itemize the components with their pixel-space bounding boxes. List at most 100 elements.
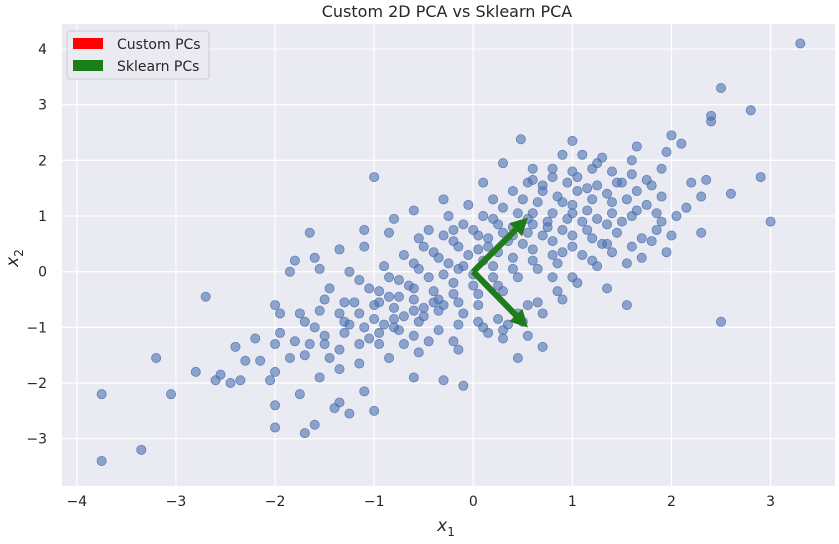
data-point bbox=[294, 308, 305, 319]
data-point bbox=[463, 249, 474, 260]
data-point bbox=[344, 408, 355, 419]
data-point bbox=[686, 177, 697, 188]
data-point bbox=[592, 213, 603, 224]
data-point bbox=[393, 275, 404, 286]
data-point bbox=[319, 294, 330, 305]
data-point bbox=[577, 216, 588, 227]
data-point bbox=[473, 288, 484, 299]
data-point bbox=[270, 366, 281, 377]
data-point bbox=[537, 230, 548, 241]
data-point bbox=[413, 233, 424, 244]
data-point bbox=[314, 263, 325, 274]
data-point bbox=[354, 275, 365, 286]
x-tick-label: −1 bbox=[364, 494, 385, 510]
data-point bbox=[96, 455, 107, 466]
data-point bbox=[270, 400, 281, 411]
data-point bbox=[284, 352, 295, 363]
data-point bbox=[478, 211, 489, 222]
data-point bbox=[443, 258, 454, 269]
data-point bbox=[512, 352, 523, 363]
data-point bbox=[270, 300, 281, 311]
data-point bbox=[284, 266, 295, 277]
data-point bbox=[515, 134, 526, 145]
data-point bbox=[641, 199, 652, 210]
data-point bbox=[716, 316, 727, 327]
data-point bbox=[671, 211, 682, 222]
data-point bbox=[537, 185, 548, 196]
data-point bbox=[552, 258, 563, 269]
y-axis-label-main: x bbox=[3, 256, 23, 268]
data-point bbox=[339, 316, 350, 327]
data-point bbox=[319, 339, 330, 350]
data-point bbox=[478, 322, 489, 333]
data-point bbox=[567, 230, 578, 241]
data-point bbox=[493, 314, 504, 325]
data-point bbox=[448, 288, 459, 299]
data-point bbox=[557, 294, 568, 305]
data-point bbox=[478, 177, 489, 188]
data-point bbox=[488, 194, 499, 205]
data-point bbox=[235, 375, 246, 386]
data-point bbox=[527, 174, 538, 185]
data-point bbox=[463, 199, 474, 210]
data-point bbox=[483, 241, 494, 252]
data-point bbox=[200, 291, 211, 302]
x-tick-label: 1 bbox=[568, 494, 577, 510]
data-point bbox=[453, 344, 464, 355]
data-point bbox=[265, 375, 276, 386]
data-point bbox=[344, 266, 355, 277]
data-point bbox=[537, 308, 548, 319]
data-point bbox=[582, 205, 593, 216]
data-point bbox=[364, 333, 375, 344]
data-point bbox=[334, 364, 345, 375]
data-point bbox=[666, 230, 677, 241]
data-point bbox=[334, 344, 345, 355]
data-point bbox=[602, 283, 613, 294]
data-point bbox=[438, 300, 449, 311]
data-point bbox=[557, 149, 568, 160]
data-point bbox=[423, 224, 434, 235]
data-point bbox=[498, 202, 509, 213]
data-point bbox=[547, 272, 558, 283]
data-point bbox=[423, 336, 434, 347]
x-tick-label: 0 bbox=[469, 494, 478, 510]
data-point bbox=[498, 333, 509, 344]
data-point bbox=[656, 163, 667, 174]
data-point bbox=[289, 336, 300, 347]
data-point bbox=[621, 194, 632, 205]
data-point bbox=[453, 297, 464, 308]
y-tick-label: 2 bbox=[38, 153, 47, 169]
data-point bbox=[379, 319, 390, 330]
data-point bbox=[384, 227, 395, 238]
data-point bbox=[408, 294, 419, 305]
data-point bbox=[755, 172, 766, 183]
data-point bbox=[379, 261, 390, 272]
data-point bbox=[374, 327, 385, 338]
x-tick-label: −3 bbox=[166, 494, 187, 510]
data-point bbox=[562, 177, 573, 188]
data-point bbox=[393, 325, 404, 336]
data-point bbox=[483, 233, 494, 244]
data-point bbox=[324, 352, 335, 363]
data-point bbox=[587, 194, 598, 205]
data-point bbox=[304, 227, 315, 238]
data-point bbox=[582, 224, 593, 235]
data-point bbox=[334, 308, 345, 319]
data-point bbox=[616, 216, 627, 227]
sklearn-pc-arrow-2 bbox=[471, 269, 528, 328]
data-point bbox=[602, 219, 613, 230]
data-point bbox=[408, 305, 419, 316]
data-point bbox=[398, 339, 409, 350]
data-point bbox=[438, 375, 449, 386]
data-point bbox=[666, 130, 677, 141]
data-point bbox=[631, 141, 642, 152]
data-point bbox=[656, 191, 667, 202]
data-point bbox=[408, 372, 419, 383]
scatter-points bbox=[96, 38, 806, 466]
data-point bbox=[651, 208, 662, 219]
data-point bbox=[522, 227, 533, 238]
data-point bbox=[384, 272, 395, 283]
data-point bbox=[408, 258, 419, 269]
y-tick-label: −3 bbox=[26, 432, 47, 448]
data-point bbox=[210, 375, 221, 386]
